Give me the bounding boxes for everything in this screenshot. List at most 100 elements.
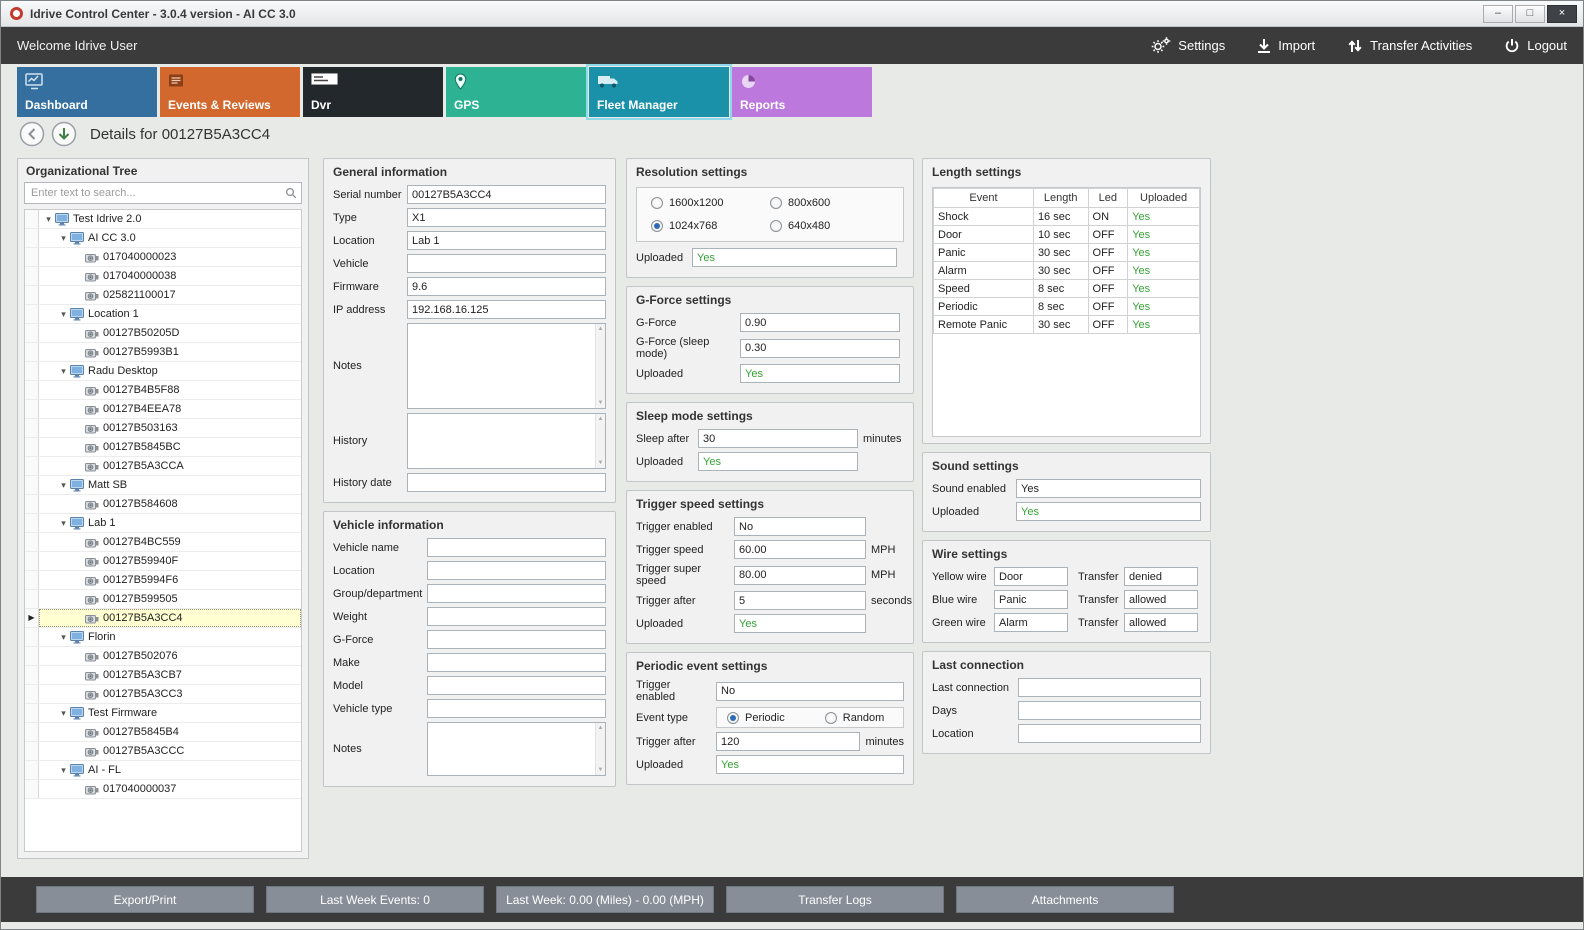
length-row-panic[interactable]: Panic30 secOFFYes — [934, 244, 1200, 262]
field-input-sleep-after[interactable] — [698, 429, 858, 448]
tree-node-00127b503163[interactable]: 00127B503163 — [25, 419, 301, 438]
tree-node-00127b5845bc[interactable]: 00127B5845BC — [25, 438, 301, 457]
length-row-speed[interactable]: Speed8 secOFFYes — [934, 280, 1200, 298]
expander-icon[interactable]: ▾ — [42, 210, 55, 228]
tree-node-00127b5994f6[interactable]: 00127B5994F6 — [25, 571, 301, 590]
field-input-trigger-after[interactable] — [716, 732, 860, 751]
length-row-door[interactable]: Door10 secOFFYes — [934, 226, 1200, 244]
tab-dashboard[interactable]: Dashboard — [17, 67, 157, 117]
tree-node-00127b5a3cb7[interactable]: 00127B5A3CB7 — [25, 666, 301, 685]
radio-random[interactable]: Random — [825, 712, 885, 724]
field-input-green-wire-transfer[interactable] — [1124, 613, 1198, 632]
tree-node-00127b5a3ccc[interactable]: 00127B5A3CCC — [25, 742, 301, 761]
field-input-vehicle-name[interactable] — [427, 538, 606, 557]
field-input-location[interactable] — [407, 231, 606, 250]
length-row-shock[interactable]: Shock16 secONYes — [934, 208, 1200, 226]
expander-icon[interactable]: ▾ — [57, 305, 70, 323]
tree-node-lab-1[interactable]: ▾Lab 1 — [25, 514, 301, 533]
field-input-yellow-wire[interactable] — [994, 567, 1068, 586]
expander-icon[interactable]: ▾ — [57, 229, 70, 247]
field-input-trigger-enabled[interactable] — [716, 682, 904, 701]
field-input-trigger-enabled[interactable] — [734, 517, 866, 536]
field-input-notes[interactable] — [428, 723, 595, 775]
tab-fleet-manager[interactable]: Fleet Manager — [589, 67, 729, 117]
field-input-uploaded[interactable] — [698, 452, 858, 471]
tree-node-matt-sb[interactable]: ▾Matt SB — [25, 476, 301, 495]
field-input-location[interactable] — [427, 561, 606, 580]
tree-node-00127b5993b1[interactable]: 00127B5993B1 — [25, 343, 301, 362]
tree-node-017040000023[interactable]: 017040000023 — [25, 248, 301, 267]
tree-node-00127b5a3cc3[interactable]: 00127B5A3CC3 — [25, 685, 301, 704]
field-input-vehicle-type[interactable] — [427, 699, 606, 718]
radio-periodic[interactable]: Periodic — [727, 712, 785, 724]
field-input-model[interactable] — [427, 676, 606, 695]
field-input-green-wire[interactable] — [994, 613, 1068, 632]
field-input-make[interactable] — [427, 653, 606, 672]
transfer-activities-button[interactable]: Transfer Activities — [1347, 38, 1472, 54]
tab-dvr[interactable]: Dvr — [303, 67, 443, 117]
tree-node-017040000038[interactable]: 017040000038 — [25, 267, 301, 286]
down-arrow-button[interactable] — [51, 121, 77, 147]
length-row-remote-panic[interactable]: Remote Panic30 secOFFYes — [934, 316, 1200, 334]
tree-node-ai-cc-3-0[interactable]: ▾AI CC 3.0 — [25, 229, 301, 248]
expander-icon[interactable]: ▾ — [57, 761, 70, 779]
field-input-blue-wire-transfer[interactable] — [1124, 590, 1198, 609]
field-input-trigger-super-speed[interactable] — [734, 566, 866, 585]
expander-icon[interactable]: ▾ — [57, 628, 70, 646]
field-input-uploaded[interactable] — [740, 364, 900, 383]
expander-icon[interactable]: ▾ — [57, 704, 70, 722]
field-input-sound-enabled[interactable] — [1016, 479, 1201, 498]
field-input-type[interactable] — [407, 208, 606, 227]
length-row-alarm[interactable]: Alarm30 secOFFYes — [934, 262, 1200, 280]
field-input-weight[interactable] — [427, 607, 606, 626]
field-input-vehicle[interactable] — [407, 254, 606, 273]
tree-node-location-1[interactable]: ▾Location 1 — [25, 305, 301, 324]
field-input-history-date[interactable] — [407, 473, 606, 492]
field-input-yellow-wire-transfer[interactable] — [1124, 567, 1198, 586]
scrollbar[interactable]: ▲▼ — [595, 723, 605, 775]
tree-node-test-idrive-2-0[interactable]: ▾Test Idrive 2.0 — [25, 210, 301, 229]
tree-node-025821100017[interactable]: 025821100017 — [25, 286, 301, 305]
expander-icon[interactable]: ▾ — [57, 362, 70, 380]
field-input-trigger-after[interactable] — [734, 591, 866, 610]
tree-node-00127b5845b4[interactable]: 00127B5845B4 — [25, 723, 301, 742]
field-input-trigger-speed[interactable] — [734, 540, 866, 559]
tree-search-input[interactable] — [24, 182, 302, 204]
field-input-notes[interactable] — [408, 324, 595, 408]
field-input-group-department[interactable] — [427, 584, 606, 603]
tree-node-test-firmware[interactable]: ▾Test Firmware — [25, 704, 301, 723]
field-input-blue-wire[interactable] — [994, 590, 1068, 609]
radio-1600x1200[interactable]: 1600x1200 — [651, 197, 770, 209]
field-input-uploaded[interactable] — [1016, 502, 1201, 521]
tree-node-ai-fl[interactable]: ▾AI - FL — [25, 761, 301, 780]
tree-node-00127b599505[interactable]: 00127B599505 — [25, 590, 301, 609]
tab-gps[interactable]: GPS — [446, 67, 586, 117]
field-input-g-force[interactable] — [427, 630, 606, 649]
settings-button[interactable]: Settings — [1150, 37, 1225, 54]
tree-node-00127b584608[interactable]: 00127B584608 — [25, 495, 301, 514]
transfer-logs-button[interactable]: Transfer Logs — [726, 886, 944, 913]
field-input-ip-address[interactable] — [407, 300, 606, 319]
field-input-g-force-sleep-mode[interactable] — [740, 339, 900, 358]
tree-node-florin[interactable]: ▾Florin — [25, 628, 301, 647]
radio-800x600[interactable]: 800x600 — [770, 197, 889, 209]
expander-icon[interactable]: ▾ — [57, 514, 70, 532]
field-input-days[interactable] — [1018, 701, 1201, 720]
field-input-uploaded[interactable] — [692, 248, 897, 267]
tab-events-reviews[interactable]: Events & Reviews — [160, 67, 300, 117]
tree-node-00127b50205d[interactable]: 00127B50205D — [25, 324, 301, 343]
field-input-last-connection[interactable] — [1018, 678, 1201, 697]
tab-reports[interactable]: Reports — [732, 67, 872, 117]
tree-node-017040000037[interactable]: 017040000037 — [25, 780, 301, 799]
attachments-button[interactable]: Attachments — [956, 886, 1174, 913]
field-input-serial-number[interactable] — [407, 185, 606, 204]
tree-node-00127b5a3cca[interactable]: 00127B5A3CCA — [25, 457, 301, 476]
tree-node-00127b4bc559[interactable]: 00127B4BC559 — [25, 533, 301, 552]
field-input-history[interactable] — [408, 414, 595, 468]
last-week-miles-button[interactable]: Last Week: 0.00 (Miles) - 0.00 (MPH) — [496, 886, 714, 913]
tree-node-00127b502076[interactable]: 00127B502076 — [25, 647, 301, 666]
export-print-button[interactable]: Export/Print — [36, 886, 254, 913]
logout-button[interactable]: Logout — [1504, 38, 1567, 54]
scrollbar[interactable]: ▲▼ — [595, 324, 605, 408]
close-button[interactable]: × — [1547, 5, 1577, 23]
